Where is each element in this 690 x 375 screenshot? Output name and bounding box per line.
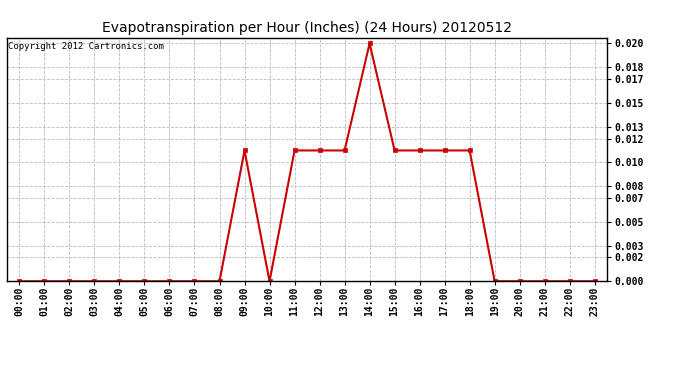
Text: Copyright 2012 Cartronics.com: Copyright 2012 Cartronics.com — [8, 42, 164, 51]
Title: Evapotranspiration per Hour (Inches) (24 Hours) 20120512: Evapotranspiration per Hour (Inches) (24… — [102, 21, 512, 35]
